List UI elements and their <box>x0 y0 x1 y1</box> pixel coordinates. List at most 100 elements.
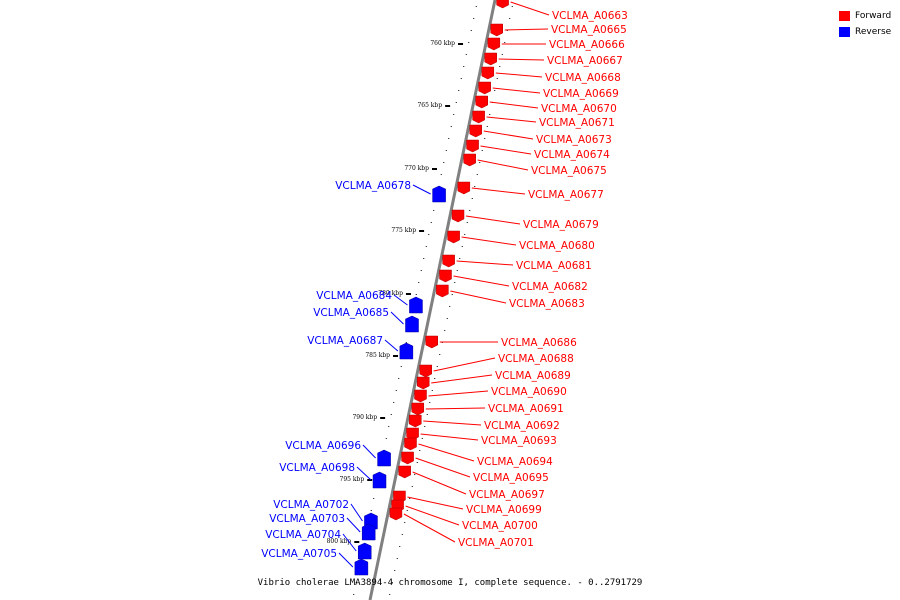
reverse-leader-line <box>350 503 363 522</box>
scale-tick-mark <box>354 541 360 543</box>
guide-dot <box>453 114 455 115</box>
reverse-leader-line <box>356 466 372 481</box>
forward-gene-label: VCLMA_A0695 <box>473 472 549 484</box>
reverse-gene-label: VCLMA_A0702 <box>273 499 349 511</box>
reverse-gene <box>409 296 423 314</box>
guide-dot <box>353 594 355 595</box>
guide-dot <box>465 54 467 55</box>
forward-gene-label: VCLMA_A0663 <box>552 10 628 22</box>
gene-features <box>354 0 509 576</box>
guide-dot <box>474 186 476 187</box>
guide-dot <box>420 270 422 271</box>
forward-gene-label: VCLMA_A0699 <box>466 504 542 516</box>
forward-leader-line <box>492 87 541 94</box>
reverse-gene <box>399 342 414 360</box>
forward-gene <box>416 376 430 390</box>
forward-gene-label: VCLMA_A0677 <box>528 189 604 201</box>
reverse-leader-line <box>412 184 431 195</box>
reverse-gene-label: VCLMA_A0704 <box>265 529 341 541</box>
guide-dot <box>421 438 423 439</box>
reverse-gene-label: VCLMA_A0705 <box>261 548 337 560</box>
forward-leader-line <box>420 433 479 441</box>
reverse-gene-label: VCLMA_A0696 <box>285 440 361 452</box>
forward-gene <box>466 139 479 153</box>
forward-leader-line <box>495 72 543 78</box>
forward-gene <box>401 451 414 465</box>
forward-leader-line <box>461 236 517 246</box>
forward-gene-label: VCLMA_A0665 <box>551 24 627 36</box>
scale-tick-label: 775 kbp <box>391 227 416 234</box>
forward-leader-line <box>412 471 467 495</box>
reverse-gene-label: VCLMA_A0703 <box>269 513 345 525</box>
forward-leader-line <box>418 443 475 462</box>
guide-dot <box>429 402 431 403</box>
forward-gene-label: VCLMA_A0683 <box>509 298 585 310</box>
forward-leader-line <box>453 275 510 287</box>
legend-item-reverse: Reverse <box>839 25 891 39</box>
guide-dot <box>506 30 508 31</box>
guide-dot <box>373 498 375 499</box>
scale-tick-mark <box>405 293 411 295</box>
guide-dot <box>450 126 452 127</box>
guide-dot <box>486 126 488 127</box>
gene-labels: VCLMA_A0663 VCLMA_A0665 VCLMA_A0666 VCLMA_A… <box>261 10 628 560</box>
guide-dot <box>475 6 477 7</box>
forward-leader-line <box>405 505 460 526</box>
scale-tick-mark <box>367 479 373 481</box>
forward-gene-label: VCLMA_A0681 <box>516 260 592 272</box>
guide-dot <box>398 378 400 379</box>
guide-dot <box>479 162 481 163</box>
guide-dot <box>464 234 466 235</box>
guide-dot <box>355 582 357 583</box>
guide-dot <box>504 42 506 43</box>
forward-leader-line <box>471 187 526 195</box>
guide-dot <box>451 294 453 295</box>
guide-dot <box>461 246 463 247</box>
guide-dot <box>395 390 397 391</box>
forward-gene-label: VCLMA_A0673 <box>536 134 612 146</box>
scale-tick-label: 770 kbp <box>404 165 429 172</box>
forward-gene-label: VCLMA_A0675 <box>531 165 607 177</box>
forward-leader-line <box>477 159 529 171</box>
forward-gene-label: VCLMA_A0688 <box>498 353 574 365</box>
reverse-gene <box>361 523 376 541</box>
forward-gene-label: VCLMA_A0669 <box>543 88 619 100</box>
guide-dot <box>425 246 427 247</box>
reverse-leader-line <box>362 444 376 459</box>
guide-dot <box>460 78 462 79</box>
guide-dot <box>494 90 496 91</box>
guide-dot <box>431 390 433 391</box>
scale-tick-label: 765 kbp <box>417 102 442 109</box>
reverse-leader-line <box>346 517 361 533</box>
forward-leader-line <box>489 101 539 109</box>
guide-dot <box>393 402 395 403</box>
guide-dot <box>509 18 511 19</box>
scale-tick-mark <box>458 43 464 45</box>
guide-dot <box>445 150 447 151</box>
guide-dot <box>454 282 456 283</box>
scale-tick-mark <box>393 355 399 357</box>
reverse-gene-label: VCLMA_A0684 <box>316 290 392 302</box>
guide-dot <box>473 18 475 19</box>
reverse-gene <box>432 185 446 203</box>
guide-dot <box>409 498 411 499</box>
forward-gene <box>419 364 432 378</box>
guide-dot <box>481 150 483 151</box>
forward-leader-line <box>504 28 549 31</box>
reverse-leader-line <box>338 552 354 568</box>
forward-gene-label: VCLMA_A0679 <box>523 219 599 231</box>
forward-gene-label: VCLMA_A0693 <box>481 435 557 447</box>
forward-gene <box>436 284 449 298</box>
guide-dot <box>440 174 442 175</box>
forward-gene-label: VCLMA_A0701 <box>458 537 534 549</box>
forward-leader-line <box>450 290 507 304</box>
scale-tick-mark <box>380 417 386 419</box>
guide-dot <box>415 294 417 295</box>
guide-dot <box>444 330 446 331</box>
forward-gene <box>389 507 403 521</box>
guide-dot <box>469 210 471 211</box>
forward-gene <box>484 52 497 66</box>
scale-tick-mark <box>419 230 425 232</box>
guide-dot <box>385 438 387 439</box>
scale-tick-mark <box>445 105 451 107</box>
